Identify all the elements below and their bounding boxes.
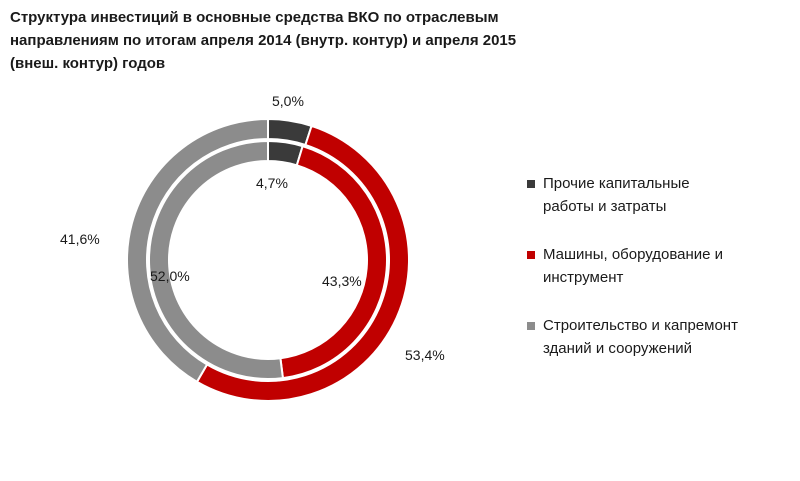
data-labels-group: 5,0% 53,4% 41,6% 4,7% 43,3% 52,0%	[60, 93, 445, 363]
rings-group	[126, 117, 411, 402]
legend-label-construction: Строительство и капремонт зданий и соору…	[543, 317, 738, 357]
inner-ring-slice-construction	[148, 139, 285, 380]
outer-ring-slice-construction	[126, 117, 269, 384]
legend-item-other: Прочие капитальные работы и затраты	[527, 172, 797, 218]
legend-marker-other	[527, 180, 535, 188]
data-label-outer-construction: 41,6%	[60, 231, 100, 247]
data-label-inner-other: 4,7%	[256, 175, 288, 191]
data-label-inner-machines: 43,3%	[322, 273, 362, 289]
data-label-outer-other: 5,0%	[272, 93, 304, 109]
legend-marker-machines	[527, 251, 535, 259]
chart-title: Структура инвестиций в основные средства…	[10, 6, 650, 75]
legend-marker-construction	[527, 322, 535, 330]
legend: Прочие капитальные работы и затраты Маши…	[527, 172, 797, 385]
data-label-inner-construction: 52,0%	[150, 268, 190, 284]
legend-item-construction: Строительство и капремонт зданий и соору…	[527, 314, 797, 360]
chart-title-line-3: (внеш. контур) годов	[10, 55, 166, 72]
legend-label-machines: Машины, оборудование и инструмент	[543, 246, 724, 286]
legend-item-machines: Машины, оборудование и инструмент	[527, 243, 797, 289]
chart-title-line-2: направлениям по итогам апреля 2014 (внут…	[10, 32, 517, 49]
chart-title-line-1: Структура инвестиций в основные средства…	[10, 9, 499, 26]
legend-label-other: Прочие капитальные работы и затраты	[543, 175, 690, 215]
data-label-outer-machines: 53,4%	[405, 347, 445, 363]
